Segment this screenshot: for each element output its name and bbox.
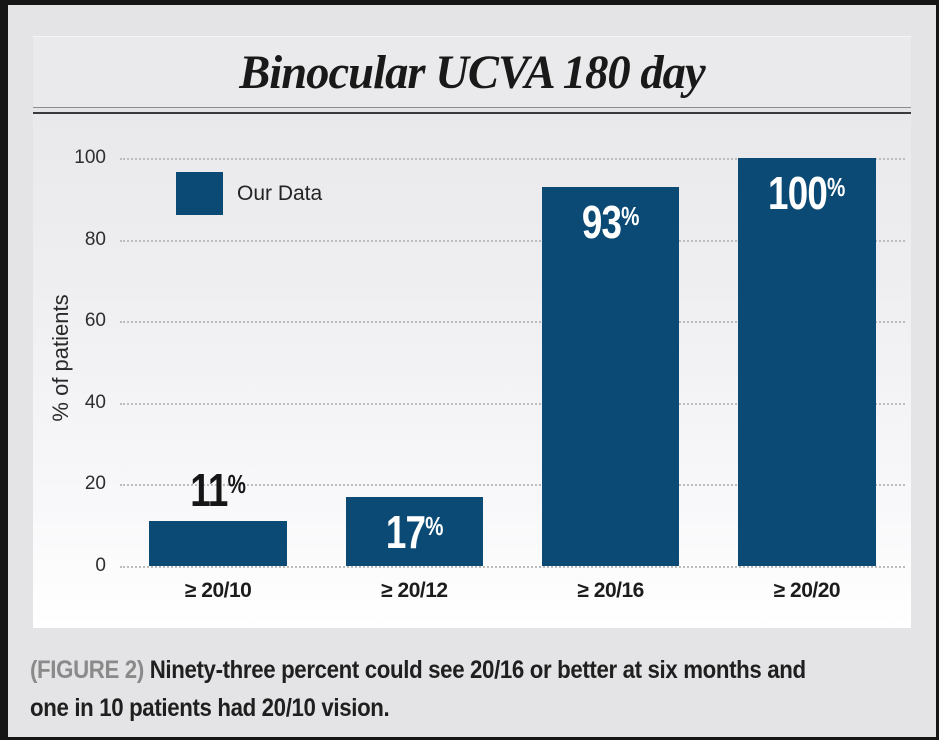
percent-sign: % <box>227 471 246 500</box>
bar-value-number: 11 <box>190 464 228 517</box>
y-tick-label: 20 <box>84 473 106 495</box>
y-tick-label: 80 <box>84 228 106 250</box>
gridline <box>120 402 905 405</box>
x-tick-label: ≥ 20/16 <box>577 579 644 602</box>
y-tick-label: 100 <box>74 147 106 168</box>
legend-label: Our Data <box>237 181 323 205</box>
legend: Our Data <box>176 172 322 215</box>
figure-caption-line2: one in 10 patients had 20/10 vision. <box>30 693 390 722</box>
gridline <box>120 239 905 242</box>
gridline <box>120 484 905 487</box>
percent-sign: % <box>424 512 444 541</box>
bar-value-label: 11% <box>140 463 297 517</box>
x-tick-label: ≥ 20/10 <box>184 579 252 602</box>
bar-slot: 100% <box>709 158 905 566</box>
bar-value-number: 100 <box>768 167 828 219</box>
x-tick-label: ≥ 20/20 <box>773 579 841 602</box>
bar-value-number: 93 <box>581 195 622 248</box>
title-divider <box>33 107 911 114</box>
title-band: Binocular UCVA 180 day <box>33 36 911 107</box>
chart-panel: % of patients Our Data 0 20 40 60 80 100 11% 17… <box>33 114 911 628</box>
plot-area: Our Data 0 20 40 60 80 100 11% 17% 93% 100% ≥ 20/1… <box>74 147 905 602</box>
bar-value-label: 93% <box>556 195 666 249</box>
bar-slot: 17% <box>316 158 512 566</box>
bars-container: 11% 17% 93% 100% <box>120 158 905 566</box>
x-axis-labels: ≥ 20/10 ≥ 20/12 ≥ 20/16 ≥ 20/20 <box>120 579 905 603</box>
legend-swatch <box>176 172 223 215</box>
figure-caption: (FIGURE 2) Ninety-three percent could se… <box>30 652 920 727</box>
bar-slot: 11% <box>120 158 316 566</box>
y-tick-label: 60 <box>84 310 106 332</box>
bar: 93% <box>541 186 680 566</box>
bar-value-number: 17 <box>385 505 426 558</box>
figure-caption-line1: Ninety-three percent could see 20/16 or … <box>149 656 806 684</box>
bar: 17% <box>345 496 484 566</box>
gridline <box>120 566 905 568</box>
gridline <box>120 321 905 324</box>
chart-title: Binocular UCVA 180 day <box>239 45 705 99</box>
bar-slot: 93% <box>513 158 709 566</box>
bar <box>149 521 287 566</box>
x-tick-label: ≥ 20/12 <box>381 579 448 602</box>
gridline <box>120 158 905 160</box>
bar-value-label: 17% <box>359 505 469 559</box>
figure-caption-label: (FIGURE 2) <box>30 656 144 684</box>
bar-value-label: 100% <box>752 166 862 220</box>
y-tick-label: 40 <box>84 391 106 413</box>
percent-sign: % <box>827 174 846 203</box>
y-tick-label: 0 <box>95 555 106 576</box>
bar: 100% <box>738 158 876 566</box>
percent-sign: % <box>621 202 640 231</box>
